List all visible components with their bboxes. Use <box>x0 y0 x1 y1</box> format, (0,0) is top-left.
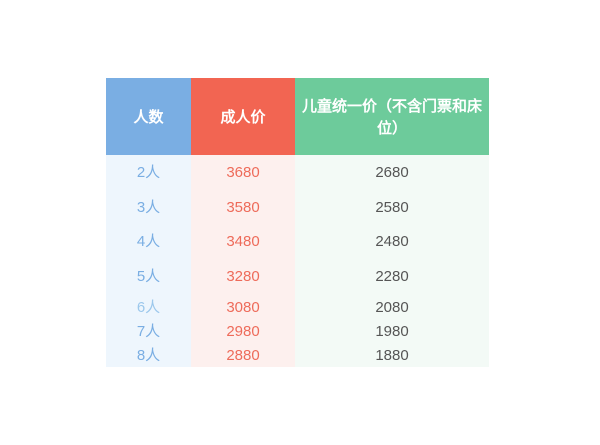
header-child-price: 儿童统一价（不含门票和床位） <box>295 78 489 155</box>
price-table: 人数 2人 3人 4人 5人 6人 7人 8人 成人价 3680 3580 3480 3280 30… <box>106 78 489 367</box>
column-people: 人数 2人 3人 4人 5人 6人 7人 8人 <box>106 78 191 367</box>
people-count-cell: 6人 <box>136 299 161 316</box>
adult-price-cell: 3680 <box>226 164 260 181</box>
people-count-cell: 5人 <box>136 268 161 285</box>
people-count-cell: 2人 <box>136 164 161 181</box>
people-count-cell: 7人 <box>136 323 161 340</box>
child-price-cell: 1880 <box>375 347 409 364</box>
column-adult-price: 成人价 3680 3580 3480 3280 3080 2980 2880 <box>191 78 295 367</box>
child-price-cell: 2280 <box>375 268 409 285</box>
adult-price-cell: 2980 <box>226 323 260 340</box>
adult-price-cell: 3480 <box>226 233 260 250</box>
people-cells: 2人 3人 4人 5人 6人 7人 8人 <box>106 155 191 367</box>
adult-price-cell: 3580 <box>226 199 260 216</box>
people-count-cell: 4人 <box>136 233 161 250</box>
people-count-cell: 8人 <box>136 347 161 364</box>
adult-price-cell: 2880 <box>226 347 260 364</box>
child-cells: 2680 2580 2480 2280 2080 1980 1880 <box>295 155 489 367</box>
child-price-cell: 2680 <box>375 164 409 181</box>
people-count-cell: 3人 <box>136 199 161 216</box>
header-people: 人数 <box>106 78 191 155</box>
adult-price-cell: 3280 <box>226 268 260 285</box>
header-adult-price: 成人价 <box>191 78 295 155</box>
child-price-cell: 1980 <box>375 323 409 340</box>
child-price-cell: 2480 <box>375 233 409 250</box>
adult-cells: 3680 3580 3480 3280 3080 2980 2880 <box>191 155 295 367</box>
column-child-price: 儿童统一价（不含门票和床位） 2680 2580 2480 2280 2080 1980 1… <box>295 78 489 367</box>
child-price-cell: 2080 <box>375 299 409 316</box>
child-price-cell: 2580 <box>375 199 409 216</box>
adult-price-cell: 3080 <box>226 299 260 316</box>
